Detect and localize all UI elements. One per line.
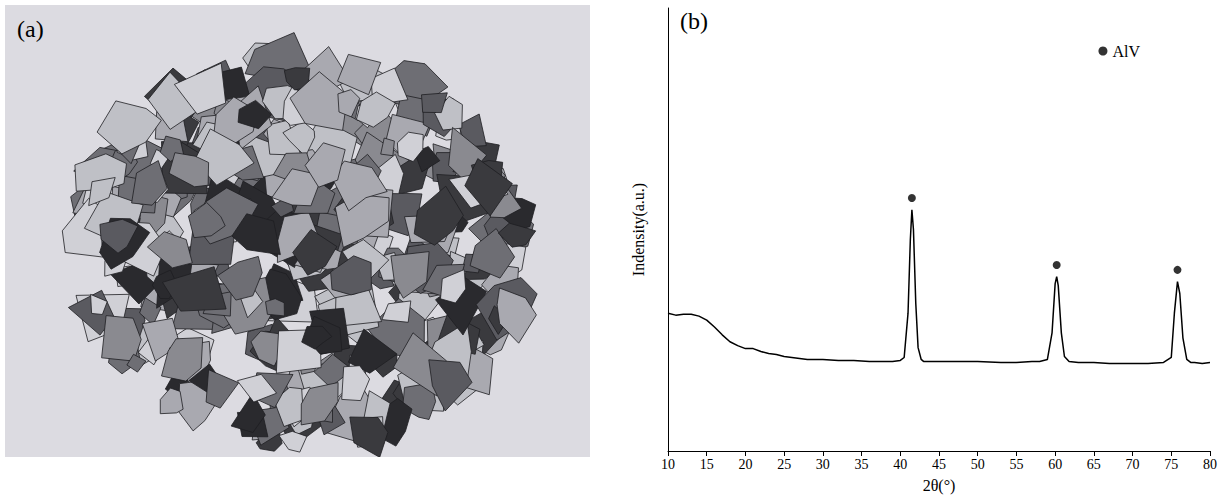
svg-text:70: 70 — [1126, 457, 1140, 472]
html-text:(b): (b) — [680, 8, 708, 34]
svg-text:Indensity(a.u.): Indensity(a.u.) — [630, 183, 648, 276]
svg-text:80: 80 — [1203, 457, 1217, 472]
svg-text:60: 60 — [1048, 457, 1062, 472]
svg-text:65: 65 — [1087, 457, 1101, 472]
svg-text:10: 10 — [661, 457, 675, 472]
svg-text:30: 30 — [816, 457, 830, 472]
svg-text:55: 55 — [1009, 457, 1023, 472]
svg-text:2θ(°): 2θ(°) — [923, 477, 956, 495]
svg-text:40: 40 — [893, 457, 907, 472]
svg-text:75: 75 — [1164, 457, 1178, 472]
svg-text:15: 15 — [700, 457, 714, 472]
svg-text:35: 35 — [855, 457, 869, 472]
svg-text:(a): (a) — [17, 16, 44, 42]
svg-text:25: 25 — [777, 457, 791, 472]
svg-text:45: 45 — [932, 457, 946, 472]
svg-text:AlV: AlV — [1112, 43, 1140, 60]
svg-text:50: 50 — [971, 457, 985, 472]
svg-text:20: 20 — [738, 457, 752, 472]
